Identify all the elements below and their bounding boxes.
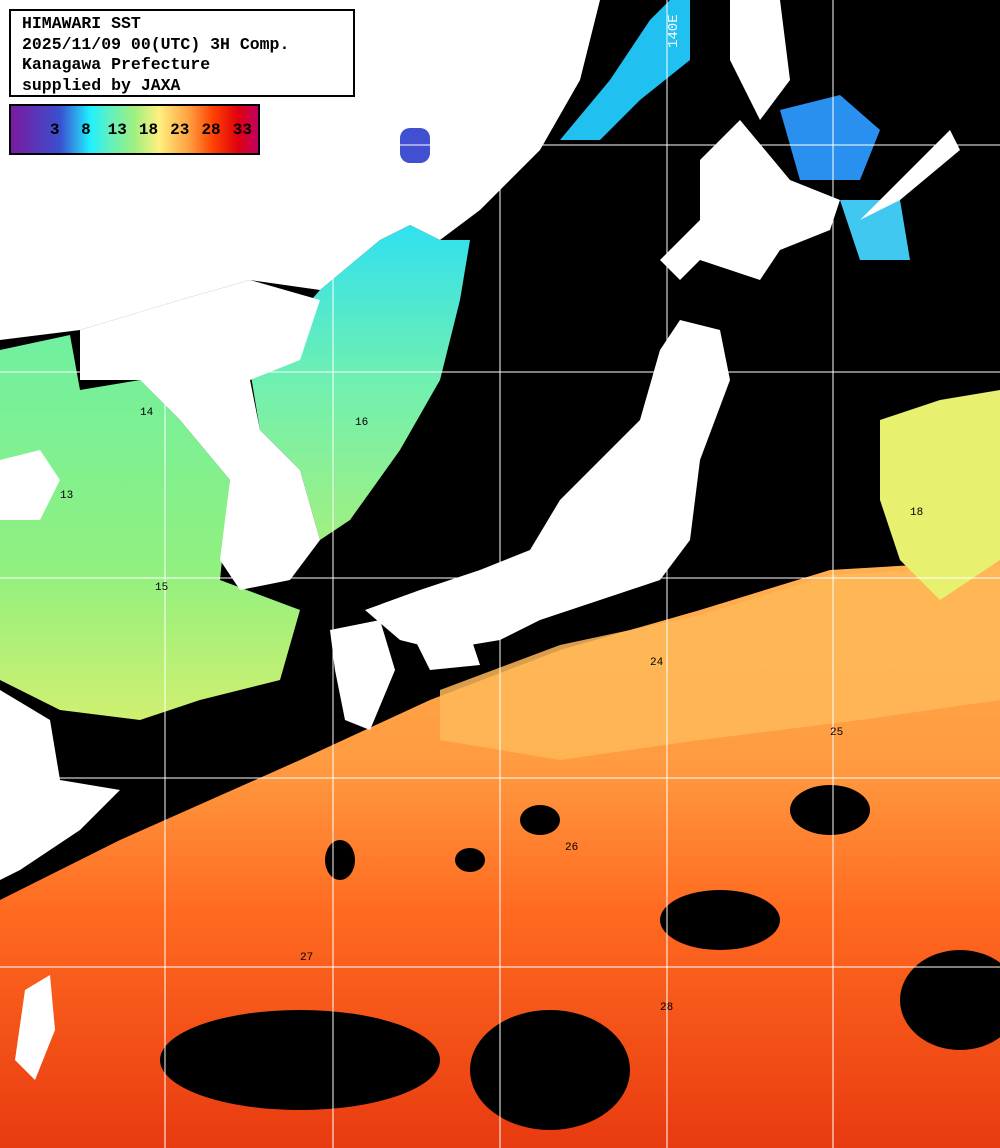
- land-china: [0, 450, 60, 520]
- sst-okhotsk: [780, 95, 880, 180]
- organization: Kanagawa Prefecture: [22, 55, 211, 74]
- sst-northeast: [840, 200, 910, 260]
- longitude-label: 140E: [666, 14, 682, 48]
- cloud-masks: [160, 785, 1000, 1130]
- sst-northeast-pacific: [880, 390, 1000, 600]
- land-shikoku: [415, 635, 480, 670]
- contour-label: 28: [660, 1002, 673, 1014]
- contour-label: 29: [475, 1057, 488, 1069]
- contour-label: 16: [355, 417, 368, 429]
- legend-tick: 28: [201, 120, 221, 139]
- land-liaodong-korea: [80, 280, 320, 590]
- legend-tick: 13: [107, 120, 127, 139]
- sst-north-strip: [560, 0, 690, 140]
- land-china-south: [0, 690, 120, 880]
- legend-tick: 33: [232, 120, 252, 139]
- contour-label: 24: [650, 657, 664, 669]
- land-sakhalin: [730, 0, 790, 120]
- contour-label: 18: [910, 507, 923, 519]
- credit: supplied by JAXA: [22, 75, 181, 95]
- land-hokkaido: [660, 120, 840, 280]
- sst-kuroshio: [440, 565, 1000, 760]
- legend-tick: 23: [170, 120, 190, 139]
- title-box: HIMAWARI SST 2025/11/09 00(UTC) 3H Comp.…: [9, 9, 355, 97]
- legend-tick: 3: [49, 120, 60, 139]
- contour-label: 27: [300, 952, 313, 964]
- legend-tick: 18: [138, 120, 159, 139]
- land-taiwan: [15, 975, 55, 1080]
- sst-japan-sea: [250, 225, 470, 540]
- contour-labels: 14 13 15 16 18 24 25 26 27 28 29: [60, 407, 923, 1069]
- color-scale-legend: 3 8 13 18 23 28 33: [9, 104, 260, 155]
- land-kyushu: [330, 620, 395, 730]
- sst-yellow-sea: [0, 335, 300, 720]
- timestamp: 2025/11/09 00(UTC) 3H Comp.: [22, 34, 290, 54]
- contour-label: 13: [60, 490, 73, 502]
- land-kuril: [860, 130, 960, 220]
- legend-tick: 8: [81, 120, 91, 139]
- title: HIMAWARI SST: [22, 14, 141, 33]
- contour-label: 26: [565, 842, 578, 854]
- contour-label: 25: [830, 727, 843, 739]
- contour-label: 15: [155, 582, 168, 594]
- contour-label: 14: [140, 407, 154, 419]
- land-honshu: [365, 320, 730, 650]
